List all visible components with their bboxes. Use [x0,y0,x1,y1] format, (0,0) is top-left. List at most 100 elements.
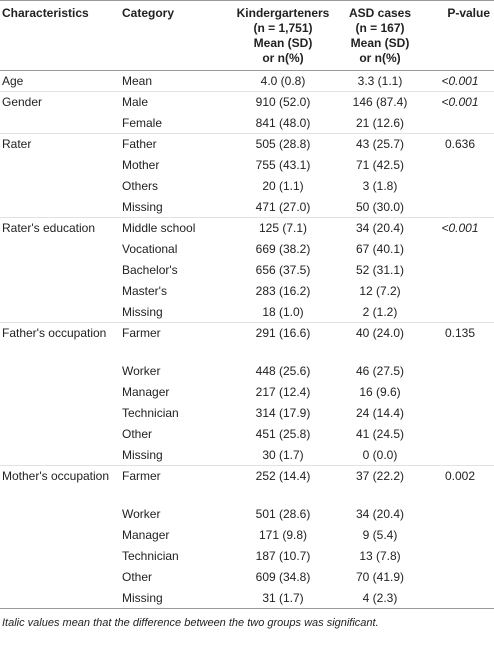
table-cell: Father [120,133,232,155]
table-cell: 505 (28.8) [232,133,334,155]
table-cell [0,403,120,424]
table-row: Female 841 (48.0) 21 (12.6) [0,113,494,134]
table-cell: Others [122,178,159,193]
table-cell [426,113,494,134]
table-cell [426,239,494,260]
table-cell: Manager [122,384,170,399]
table-cell [0,546,120,567]
table-cell: 314 (17.9) [255,405,311,420]
header-cell: Characteristics [0,0,120,71]
table-header: Characteristics Category Kindergarteners (n… [0,0,494,71]
table-cell: Bachelor's [122,262,178,277]
table-cell: 3 (1.8) [362,178,398,193]
table-row: Mother 755 (43.1) 71 (42.5) [0,155,494,176]
table-row: Missing 471 (27.0) 50 (30.0) [0,197,494,218]
table-cell: 0.636 [426,133,494,155]
table-cell [0,567,120,588]
table-cell [0,155,120,176]
header-row: Characteristics Category Kindergarteners (n… [0,0,494,71]
header-line: (n = 167) [355,21,405,35]
table-cell: 70 (41.9) [355,569,405,584]
table-cell [426,382,494,403]
table-row: Manager 217 (12.4) 16 (9.6) [0,382,494,403]
table-cell: Father's occupation [0,322,120,361]
table-cell [426,525,494,546]
table-cell: 609 (34.8) [255,569,311,584]
table-cell: 656 (37.5) [255,262,311,277]
header-line: or n(%) [262,51,304,65]
table-cell: 13 (7.8) [359,548,401,563]
table-cell [0,361,120,382]
table-cell: Rater's education [0,217,120,239]
table-cell [0,445,120,466]
table-cell: Gender [0,91,120,113]
table-body: Age Mean 4.0 (0.8) 3.3 (1.1) <0.001 Gender Mal… [0,71,494,609]
data-table: Characteristics Category Kindergarteners (n… [0,0,494,609]
header-line: Mean (SD) [350,36,410,50]
table-cell [426,176,494,197]
table-row: Worker 448 (25.6) 46 (27.5) [0,361,494,382]
table-cell: 0 (0.0) [362,447,398,462]
table-cell: 16 (9.6) [359,384,401,399]
header-cell: Kindergarteners (n = 1,751) Mean (SD) or n(… [232,0,334,71]
header-line: Kindergarteners [236,6,330,20]
table-cell [426,546,494,567]
table-cell: Age [2,74,24,88]
table-cell: <0.001 [441,74,479,88]
table-cell: 501 (28.6) [255,506,311,521]
table-cell: Worker [122,506,161,521]
table-cell: 841 (48.0) [255,115,311,130]
table-cell: 30 (1.7) [262,447,304,462]
table-cell: <0.001 [426,217,494,239]
table-cell: 43 (25.7) [334,133,426,155]
table-cell: 9 (5.4) [362,527,398,542]
header-line: P-value [447,6,490,20]
header-cell: ASD cases (n = 167) Mean (SD) or n(%) [334,0,426,71]
footnote: Italic values mean that the difference b… [2,617,379,629]
table-cell: Vocational [122,241,178,256]
table-cell: 46 (27.5) [355,363,405,378]
header-cell: Category [120,0,232,71]
table-cell [426,587,494,609]
table-cell: 50 (30.0) [355,199,405,214]
table-row: Missing 30 (1.7) 0 (0.0) [0,445,494,466]
table-cell: Master's [122,283,167,298]
table-cell [0,113,120,134]
table-row: Worker 501 (28.6) 34 (20.4) [0,504,494,525]
table-cell: 146 (87.4) [334,91,426,113]
table-cell: 52 (31.1) [355,262,405,277]
table-cell: 41 (24.5) [355,426,405,441]
table-cell: Mother's occupation [0,465,120,504]
table-cell: 37 (22.2) [334,465,426,504]
table-cell: 187 (10.7) [255,548,311,563]
table-row: Gender Male 910 (52.0) 146 (87.4) <0.001 [0,91,494,113]
table-row: Bachelor's 656 (37.5) 52 (31.1) [0,260,494,281]
table-cell: Other [122,426,153,441]
header-line: Category [122,6,175,20]
table-cell: Missing [120,587,232,609]
table-cell: Mean [122,74,153,88]
table-cell [426,504,494,525]
table-cell [0,239,120,260]
table-cell: Other [122,569,153,584]
table-cell [426,567,494,588]
header-line: ASD cases [348,6,412,20]
table-cell [426,197,494,218]
table-cell: 40 (24.0) [334,322,426,361]
table-row: Vocational 669 (38.2) 67 (40.1) [0,239,494,260]
table-cell: 910 (52.0) [232,91,334,113]
table-cell [0,424,120,445]
table-cell: 34 (20.4) [334,217,426,239]
header-cell: P-value [426,0,494,71]
header-line: or n(%) [359,51,401,65]
table-cell: 24 (14.4) [355,405,405,420]
table-cell [426,260,494,281]
table-row: Rater Father 505 (28.8) 43 (25.7) 0.636 [0,133,494,155]
table-cell: 451 (25.8) [255,426,311,441]
table-cell [0,587,120,609]
table-cell [0,525,120,546]
table-cell [426,281,494,302]
table-cell [0,382,120,403]
table-cell: 12 (7.2) [359,283,401,298]
